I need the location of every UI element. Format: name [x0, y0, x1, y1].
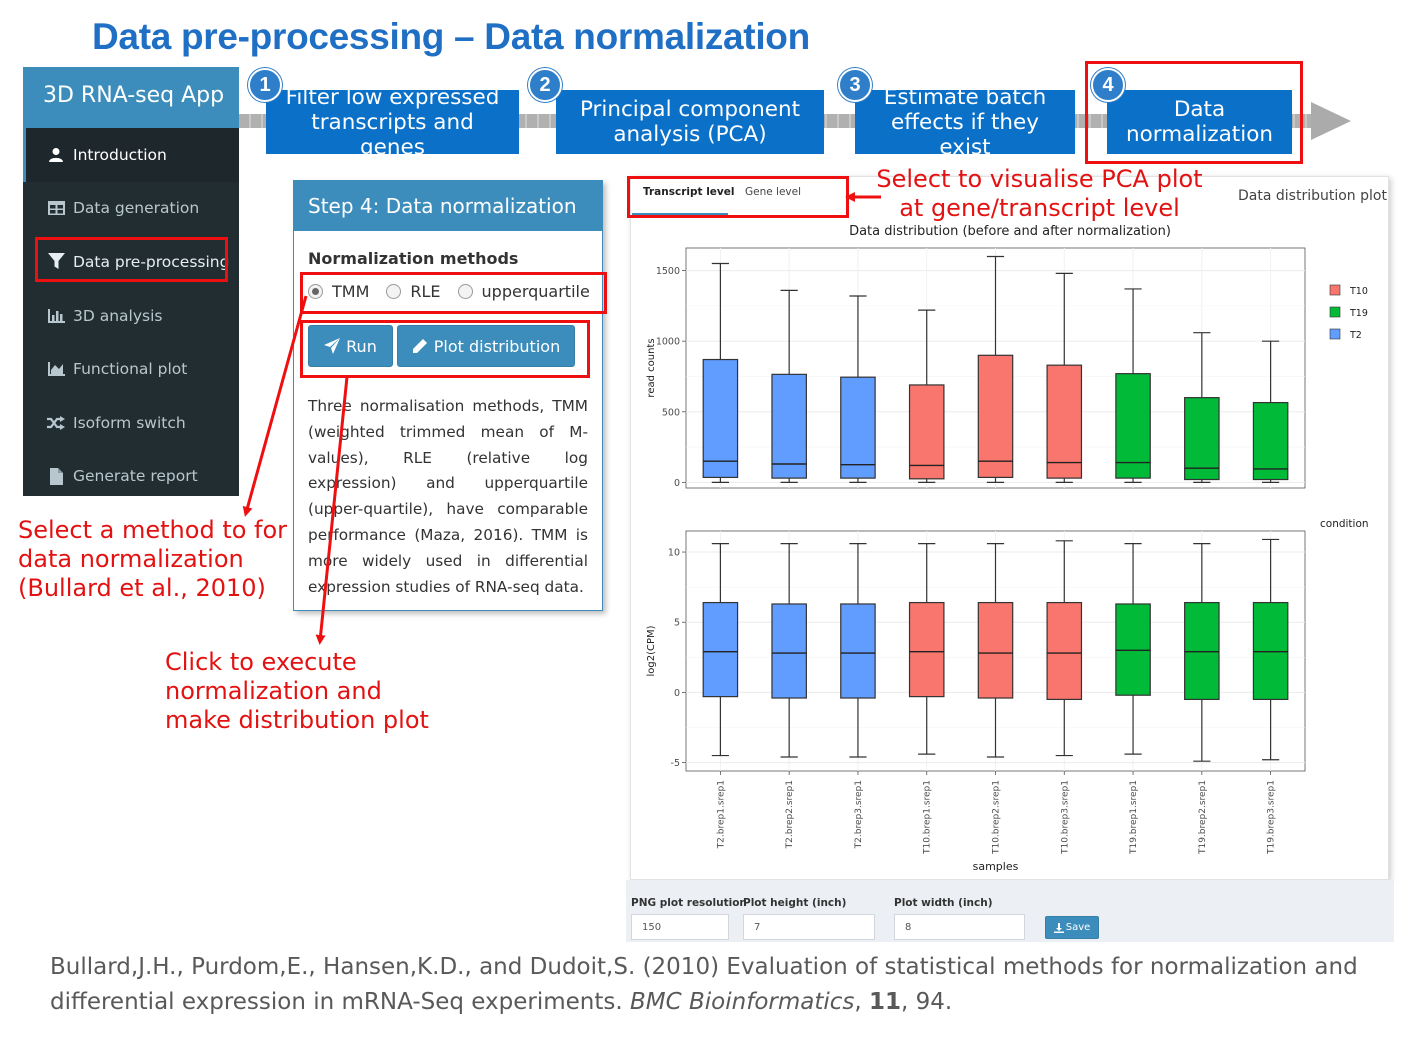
sidebar-item-isoform-switch[interactable]: Isoform switch [23, 396, 239, 450]
resolution-input[interactable]: 150 [631, 914, 729, 940]
tab-transcript-level[interactable]: Transcript level [643, 186, 735, 198]
area-chart-icon [43, 362, 69, 377]
sidebar-item-3d-analysis[interactable]: 3D analysis [23, 289, 239, 343]
save-button[interactable]: Save [1045, 916, 1099, 939]
sidebar-item-functional-plot[interactable]: Functional plot [23, 342, 239, 396]
process-arrow [1311, 102, 1351, 140]
download-icon [1053, 922, 1064, 933]
citation: Bullard,J.H., Purdom,E., Hansen,K.D., an… [50, 950, 1370, 1020]
radio-rle[interactable]: RLE [386, 282, 441, 301]
panel-title: Step 4: Data normalization [294, 181, 602, 231]
radio-label: upperquartile [481, 282, 590, 301]
sidebar-item-label: 3D analysis [73, 306, 163, 325]
sidebar-item-introduction[interactable]: Introduction [23, 128, 239, 182]
methods-radio-group: TMM RLE upperquartile [308, 282, 607, 301]
file-icon [43, 467, 69, 485]
sidebar-item-label: Functional plot [73, 360, 188, 379]
step-3-box: Estimate batch effects if they exist [855, 85, 1075, 160]
sidebar-item-label: Data generation [73, 199, 200, 218]
step-3-label: Estimate batch effects if they exist [883, 84, 1047, 160]
radio-label: RLE [410, 282, 441, 301]
methods-label: Normalization methods [308, 249, 519, 268]
note-run: Click to execute normalization and make … [165, 648, 429, 734]
random-icon [43, 415, 69, 430]
run-button[interactable]: Run [308, 325, 393, 367]
radio-label: TMM [332, 282, 370, 301]
radio-dot[interactable] [457, 284, 473, 299]
width-label: Plot width (inch) [894, 897, 993, 909]
citation-authors-title: Bullard,J.H., Purdom,E., Hansen,K.D., an… [50, 954, 1358, 1015]
pencil-icon [412, 338, 428, 354]
height-input[interactable]: 7 [743, 914, 875, 940]
paper-plane-icon [324, 338, 341, 354]
normalization-panel: Step 4: Data normalization Normalization… [293, 180, 603, 611]
table-icon [43, 201, 69, 216]
highlight-methods [300, 272, 607, 314]
step-1-number: 1 [248, 68, 282, 102]
user-icon [43, 147, 69, 163]
tab-gene-level[interactable]: Gene level [745, 186, 802, 198]
step-3-number: 3 [838, 68, 872, 102]
sidebar-item-label: Data pre-processing [73, 252, 230, 271]
step-2-box: Principal component analysis (PCA) [556, 90, 824, 154]
sidebar-item-generate-report[interactable]: Generate report [23, 450, 239, 504]
save-button-label: Save [1065, 922, 1091, 933]
step-4-box: Data normalization [1107, 90, 1292, 154]
note-tabs: Select to visualise PCA plot at gene/tra… [876, 165, 1203, 222]
step-1-label: Filter low expressed transcripts and gen… [285, 84, 500, 160]
panel-description: Three normalisation methods, TMM (weight… [308, 397, 588, 596]
sidebar-item-label: Introduction [73, 145, 167, 164]
plot-distribution-button[interactable]: Plot distribution [397, 325, 575, 367]
citation-journal: BMC Bioinformatics [630, 989, 855, 1015]
sidebar-item-data-pre-processing[interactable]: Data pre-processing [23, 235, 239, 289]
step-2-label: Principal component analysis (PCA) [579, 97, 801, 147]
sidebar-item-data-generation[interactable]: Data generation [23, 182, 239, 236]
citation-sep: , [854, 989, 870, 1015]
step-2-number: 2 [528, 68, 562, 102]
step-4-label: Data normalization [1126, 97, 1273, 147]
run-button-label: Run [346, 336, 377, 356]
radio-upperquartile[interactable]: upperquartile [457, 282, 590, 301]
plot-card [630, 176, 1389, 880]
citation-volume: 11 [869, 989, 902, 1015]
highlight-step-4 [1085, 61, 1303, 164]
bar-chart-icon [43, 308, 69, 323]
radio-dot[interactable] [308, 284, 323, 299]
plot-button-label: Plot distribution [433, 336, 561, 356]
highlight-tabs [627, 176, 849, 218]
radio-dot[interactable] [386, 284, 402, 299]
step-1-box: Filter low expressed transcripts and gen… [266, 85, 519, 160]
height-label: Plot height (inch) [743, 897, 847, 909]
resolution-label: PNG plot resolution [631, 897, 747, 909]
highlight-data-pre-processing [35, 237, 228, 282]
app-title: 3D RNA-seq App [23, 67, 239, 128]
sidebar-item-label: Isoform switch [73, 413, 186, 432]
citation-pages: , 94. [901, 989, 953, 1015]
note-method: Select a method to for data normalizatio… [18, 516, 288, 602]
tab-underline [632, 213, 728, 215]
card-right-title: Data distribution plot [1238, 188, 1387, 204]
filter-icon [43, 253, 69, 270]
width-input[interactable]: 8 [894, 914, 1025, 940]
sidebar-item-label: Generate report [73, 467, 198, 486]
step-4-number: 4 [1091, 68, 1125, 102]
radio-tmm[interactable]: TMM [308, 282, 369, 301]
highlight-buttons [300, 320, 590, 378]
page-title: Data pre-processing – Data normalization [92, 16, 810, 57]
